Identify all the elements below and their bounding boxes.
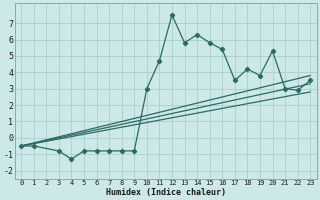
X-axis label: Humidex (Indice chaleur): Humidex (Indice chaleur) (106, 188, 226, 197)
